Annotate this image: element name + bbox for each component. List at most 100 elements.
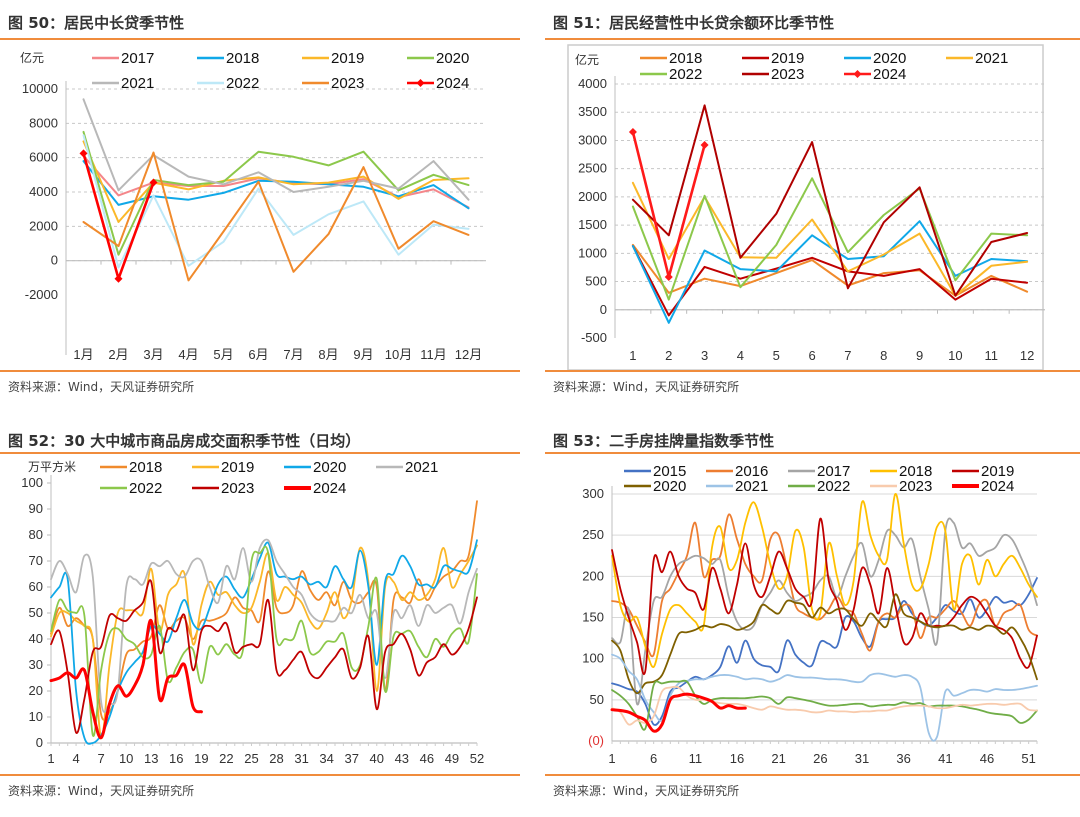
legend-label-2021: 2021: [405, 459, 438, 476]
figure-53-panel: 图 53：二手房挂牌量指数季节性 (0) 50 100 150 200 250 300 1 6 1…: [545, 418, 1080, 817]
x-tick-label: 6月: [248, 347, 268, 362]
x-tick-label: 4月: [178, 347, 198, 362]
x-tick-label: 9: [916, 348, 923, 363]
figure-52-bottom-rule: [0, 774, 520, 776]
x-tick-label: 10: [119, 751, 133, 766]
series-line-2019: [50, 544, 478, 739]
legend-label-2022: 2022: [669, 66, 702, 83]
figure-53-top-rule: [545, 452, 1080, 454]
legend-label-2019: 2019: [771, 50, 804, 67]
legend-label-2015: 2015: [653, 463, 686, 480]
legend-label-2024: 2024: [313, 480, 346, 497]
x-tick-label: 31: [855, 751, 869, 766]
legend-label-2020: 2020: [653, 478, 686, 495]
y-tick-label: -500: [581, 330, 607, 345]
x-tick-label: 11: [689, 751, 703, 766]
x-tick-label: 31: [294, 751, 308, 766]
y-tick-label: 6000: [29, 150, 58, 165]
series-line-2020: [82, 130, 470, 256]
x-tick-label: 22: [219, 751, 233, 766]
figure-53-title: 图 53：二手房挂牌量指数季节性: [553, 432, 775, 450]
legend-label-2022: 2022: [226, 75, 259, 92]
x-tick-label: 49: [445, 751, 459, 766]
y-tick-label: 0: [600, 302, 607, 317]
x-tick-label: 6: [650, 751, 657, 766]
data-point-marker-2024: [114, 274, 123, 283]
y-tick-label: 1000: [578, 245, 607, 260]
legend-label-2017: 2017: [121, 50, 154, 67]
figure-50-bottom-rule: [0, 370, 520, 372]
figure-53-source: 资料来源：Wind，天风证券研究所: [553, 784, 740, 798]
x-tick-label: 52: [470, 751, 484, 766]
legend-label-2022: 2022: [817, 478, 850, 495]
x-tick-label: 7: [844, 348, 851, 363]
series-line-2022: [611, 679, 1038, 731]
x-tick-label: 8月: [318, 347, 338, 362]
y-tick-label: 2000: [29, 218, 58, 233]
series-line-2019: [631, 245, 1029, 317]
legend-label-2020: 2020: [313, 459, 346, 476]
figure-52-top-rule: [0, 452, 520, 454]
series-line-2016: [611, 513, 1038, 658]
x-tick-label: 43: [395, 751, 409, 766]
x-tick-label: 8: [880, 348, 887, 363]
x-tick-label: 1: [608, 751, 615, 766]
legend-label-2021: 2021: [735, 478, 768, 495]
figure-50-chart: 亿元 -2000 0 2000 4000 6000 8000 10000 1月 2月 3月 4月 5月 6…: [20, 50, 486, 362]
x-tick-label: 6: [808, 348, 815, 363]
series-line-2020: [50, 539, 478, 745]
legend-marker-2024: [853, 70, 862, 78]
series-line-2018: [631, 243, 1029, 297]
y-tick-label: 3500: [578, 104, 607, 119]
figure-52-title: 图 52：30 大中城市商品房成交面积季节性（日均）: [8, 432, 361, 450]
y-tick-label: 0: [36, 735, 43, 750]
y-tick-label: 200: [582, 568, 604, 583]
y-tick-label: 2000: [578, 189, 607, 204]
y-axis-unit-label: 亿元: [575, 52, 599, 67]
y-tick-label: 8000: [29, 115, 58, 130]
series-line-2021: [50, 538, 478, 713]
y-tick-label: 10000: [22, 81, 58, 96]
figure-51-bottom-rule: [545, 370, 1080, 372]
y-tick-label: 90: [29, 501, 43, 516]
series-line-2022: [82, 134, 470, 269]
legend-label-2021: 2021: [121, 75, 154, 92]
y-tick-label: 0: [51, 253, 58, 268]
x-tick-label: 12月: [455, 347, 482, 362]
series-line-2020: [611, 593, 1038, 695]
x-tick-label: 2: [665, 348, 672, 363]
figure-51-source: 资料来源：Wind，天风证券研究所: [553, 380, 740, 394]
y-tick-label: 4000: [29, 184, 58, 199]
legend-label-2023: 2023: [331, 75, 364, 92]
x-tick-label: 37: [344, 751, 358, 766]
series-line-2023: [82, 151, 470, 282]
legend-label-2018: 2018: [669, 50, 702, 67]
y-tick-label: 500: [585, 274, 607, 289]
series-line-2023: [611, 685, 1038, 726]
x-tick-label: 9月: [353, 347, 373, 362]
figure-50-title: 图 50：居民中长贷季节性: [8, 14, 185, 32]
legend-label-2024: 2024: [981, 478, 1014, 495]
series-line-2024: [610, 692, 747, 733]
y-tick-label: 80: [29, 527, 43, 542]
x-tick-label: 40: [370, 751, 384, 766]
x-tick-label: 7月: [283, 347, 303, 362]
x-tick-label: 12: [1020, 348, 1034, 363]
data-point-marker-2024: [664, 273, 673, 282]
figure-51-top-rule: [545, 38, 1080, 40]
legend-label-2020: 2020: [873, 50, 906, 67]
x-tick-label: 19: [194, 751, 208, 766]
legend-label-2024: 2024: [436, 75, 469, 92]
y-tick-label: 20: [29, 683, 43, 698]
series-line-2015: [611, 577, 1038, 726]
y-tick-label: 10: [29, 709, 43, 724]
x-tick-label: 3: [701, 348, 708, 363]
y-tick-label: 50: [29, 605, 43, 620]
series-line-2022: [631, 177, 1029, 301]
figure-52-panel: 图 52：30 大中城市商品房成交面积季节性（日均） 万平方米 0 10 20 30 40…: [0, 418, 540, 817]
y-tick-label: 150: [582, 610, 604, 625]
figure-50-panel: 图 50：居民中长贷季节性 亿元 -2000 0 2000 4000 6000 8000 10…: [0, 0, 540, 410]
legend-marker-2024: [416, 79, 425, 87]
